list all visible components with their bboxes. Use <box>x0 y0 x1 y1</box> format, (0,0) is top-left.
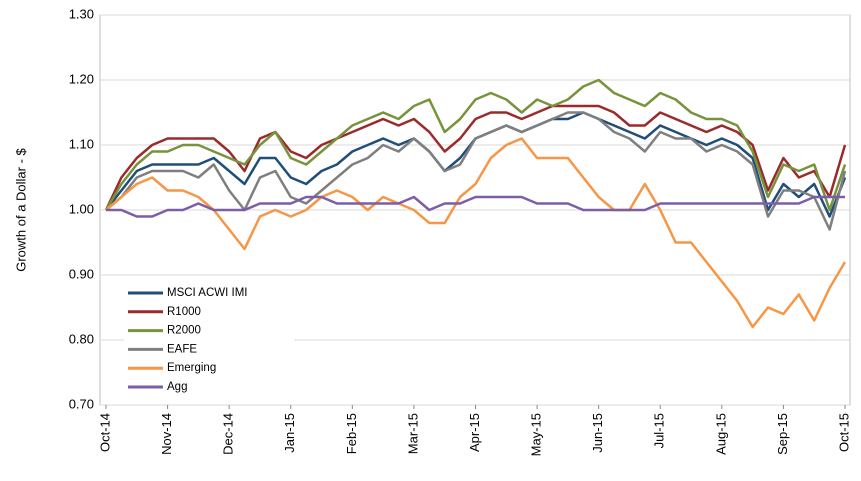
legend-label: EAFE <box>167 343 197 355</box>
x-tick-label: Feb-15 <box>344 413 359 454</box>
x-tick-label: Mar-15 <box>405 413 420 454</box>
y-axis-label: Growth of a Dollar - $ <box>13 147 28 271</box>
legend-label: R2000 <box>167 325 201 337</box>
legend-label: R1000 <box>167 306 201 318</box>
legend: MSCI ACWI IMI R1000 R2000 EAFE Emerging Agg <box>124 284 294 398</box>
y-tick-label: 1.10 <box>69 136 94 151</box>
x-tick-label: Aug-15 <box>713 413 728 455</box>
x-tick-label: Dec-14 <box>221 413 236 455</box>
series-line <box>104 104 847 211</box>
x-tick-label: Apr-15 <box>467 413 482 452</box>
y-tick-label: 1.30 <box>69 6 94 21</box>
legend-label: Agg <box>167 381 187 393</box>
x-tick-label: Oct-15 <box>836 413 851 452</box>
y-tick-label: 0.70 <box>69 396 94 411</box>
legend-label: Emerging <box>167 362 216 374</box>
x-tick-label: Jun-15 <box>590 413 605 453</box>
x-tick-label: May-15 <box>529 413 544 456</box>
x-tick-label: Oct-14 <box>97 413 112 452</box>
x-tick-label: Sep-15 <box>775 413 790 455</box>
series-line <box>105 111 847 231</box>
series-line <box>106 195 845 218</box>
series-line <box>104 78 847 212</box>
x-tick-label: Jan-15 <box>282 413 297 453</box>
series-line <box>105 137 847 329</box>
x-tick-label: Nov-14 <box>159 413 174 455</box>
y-tick-label: 0.90 <box>69 266 94 281</box>
y-tick-label: 0.80 <box>69 331 94 346</box>
y-tick-label: 1.20 <box>69 71 94 86</box>
x-tick-label: Jul-15 <box>652 413 667 448</box>
legend-box <box>124 284 294 398</box>
legend-label: MSCI ACWI IMI <box>167 287 248 299</box>
y-tick-label: 1.00 <box>69 201 94 216</box>
